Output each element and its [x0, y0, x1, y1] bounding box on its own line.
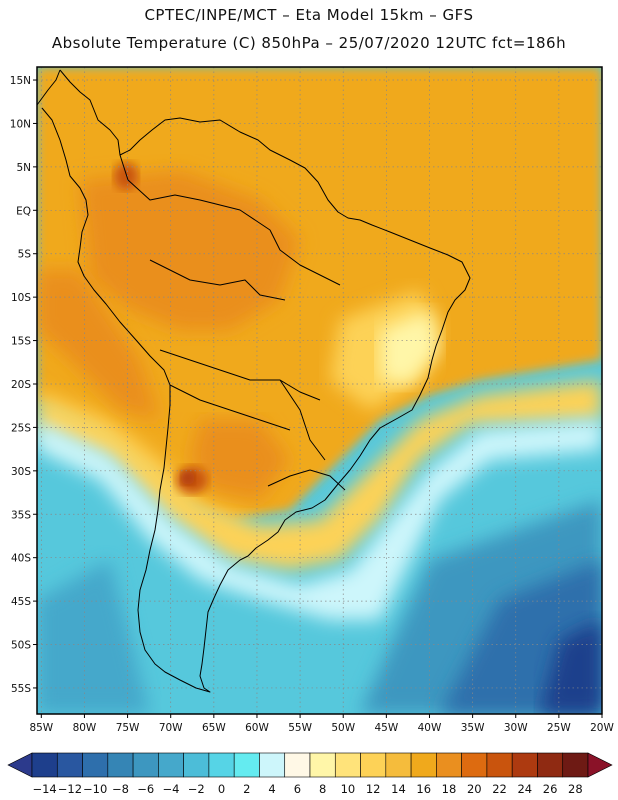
lat-tick-label: 5S — [18, 249, 32, 261]
lon-tick-label: 25W — [547, 722, 571, 734]
lon-tick-label: 30W — [504, 722, 528, 734]
colorbar-swatch — [158, 752, 184, 778]
temperature-field — [37, 67, 602, 714]
colorbar-label: 8 — [319, 782, 326, 796]
colorbar-swatch — [334, 752, 361, 778]
colorbar-label: 22 — [492, 782, 507, 796]
lat-tick-label: 15N — [10, 75, 31, 87]
lat-tick-label: 55S — [11, 683, 31, 695]
lon-tick-label: 65W — [202, 722, 226, 734]
lon-tick-label: 50W — [331, 722, 355, 734]
colorbar-label: 6 — [294, 782, 301, 796]
lat-tick-label: 20S — [11, 379, 31, 391]
colorbar-swatch — [56, 752, 83, 778]
coastlines — [36, 69, 471, 693]
colorbar-label: −6 — [137, 782, 154, 796]
map-title-line2: Absolute Temperature (C) 850hPa – 25/07/… — [51, 34, 567, 52]
colorbar-label: −12 — [58, 782, 82, 796]
longitude-axis: 85W 80W 75W 70W 65W 60W 55W 50W 45W 40W 35W 30W 25W 2… — [29, 714, 614, 734]
lon-tick-label: 80W — [73, 722, 97, 734]
colorbar-swatch — [486, 752, 513, 778]
colorbar-swatch — [107, 752, 134, 778]
colorbar-label: 0 — [218, 782, 225, 796]
colorbar-label: −10 — [83, 782, 107, 796]
lat-tick-label: 30S — [11, 466, 31, 478]
colorbar-label: 28 — [568, 782, 583, 796]
colorbar-label: 4 — [268, 782, 275, 796]
colorbar-label: −4 — [163, 782, 180, 796]
colorbar-label: 24 — [517, 782, 532, 796]
colorbar-label: 18 — [442, 782, 457, 796]
lon-tick-label: 55W — [288, 722, 312, 734]
lon-tick-label: 40W — [418, 722, 442, 734]
lat-tick-label: 5N — [16, 162, 31, 174]
colorbar-swatch — [259, 752, 286, 778]
colorbar-swatch — [461, 752, 488, 778]
lon-tick-label: 60W — [245, 722, 269, 734]
lon-tick-label: 70W — [159, 722, 183, 734]
colorbar-swatch — [511, 752, 538, 778]
colorbar-label: 26 — [543, 782, 558, 796]
colorbar-swatch — [562, 752, 589, 778]
latitude-axis: 15N 10N 5N EQ 5S 10S 15S 20S 25S 30S 35S 40S 45S 50S 5… — [10, 75, 37, 695]
colorbar-swatch — [537, 752, 564, 778]
colorbar-swatch — [82, 752, 109, 778]
colorbar-swatch — [132, 752, 159, 778]
colorbar-label: 10 — [341, 782, 356, 796]
colorbar-label: −14 — [32, 782, 56, 796]
colorbar-label: −8 — [112, 782, 129, 796]
map-title-line1: CPTEC/INPE/MCT – Eta Model 15km – GFS — [144, 6, 474, 24]
colorbar-label: 14 — [391, 782, 406, 796]
colorbar-label: 16 — [416, 782, 431, 796]
colorbar-label: 2 — [243, 782, 250, 796]
colorbar: −14 −12 −10 −8 −6 −4 −2 0 2 4 6 8 10 12 14 16 18 20 22 24 26… — [7, 752, 613, 796]
lat-tick-label: 10S — [11, 292, 31, 304]
lat-tick-label: 50S — [11, 640, 31, 652]
lon-tick-label: 85W — [29, 722, 53, 734]
colorbar-underflow-triangle — [7, 752, 33, 778]
colorbar-overflow-triangle — [587, 752, 613, 778]
lat-tick-label: 15S — [11, 336, 31, 348]
lat-tick-label: 10N — [10, 118, 31, 130]
lat-tick-label: 25S — [11, 422, 31, 434]
colorbar-label: −2 — [188, 782, 205, 796]
lat-tick-label: EQ — [16, 205, 31, 217]
colorbar-swatch — [410, 752, 437, 778]
colorbar-swatch — [233, 752, 260, 778]
colorbar-label: 20 — [467, 782, 482, 796]
lon-tick-label: 75W — [116, 722, 140, 734]
lat-tick-label: 40S — [11, 553, 31, 565]
lon-tick-label: 20W — [590, 722, 614, 734]
colorbar-swatch — [31, 752, 58, 778]
colorbar-label: 12 — [366, 782, 381, 796]
colorbar-swatch — [309, 752, 336, 778]
colorbar-swatch — [208, 752, 235, 778]
colorbar-swatch — [284, 752, 311, 778]
lat-tick-label: 35S — [11, 509, 31, 521]
colorbar-swatch — [385, 752, 412, 778]
lon-tick-label: 45W — [374, 722, 398, 734]
map-frame — [36, 66, 603, 715]
lat-tick-label: 45S — [11, 596, 31, 608]
colorbar-swatch — [436, 752, 462, 778]
colorbar-swatch — [360, 752, 387, 778]
lon-tick-label: 35W — [461, 722, 485, 734]
colorbar-swatch — [183, 752, 210, 778]
